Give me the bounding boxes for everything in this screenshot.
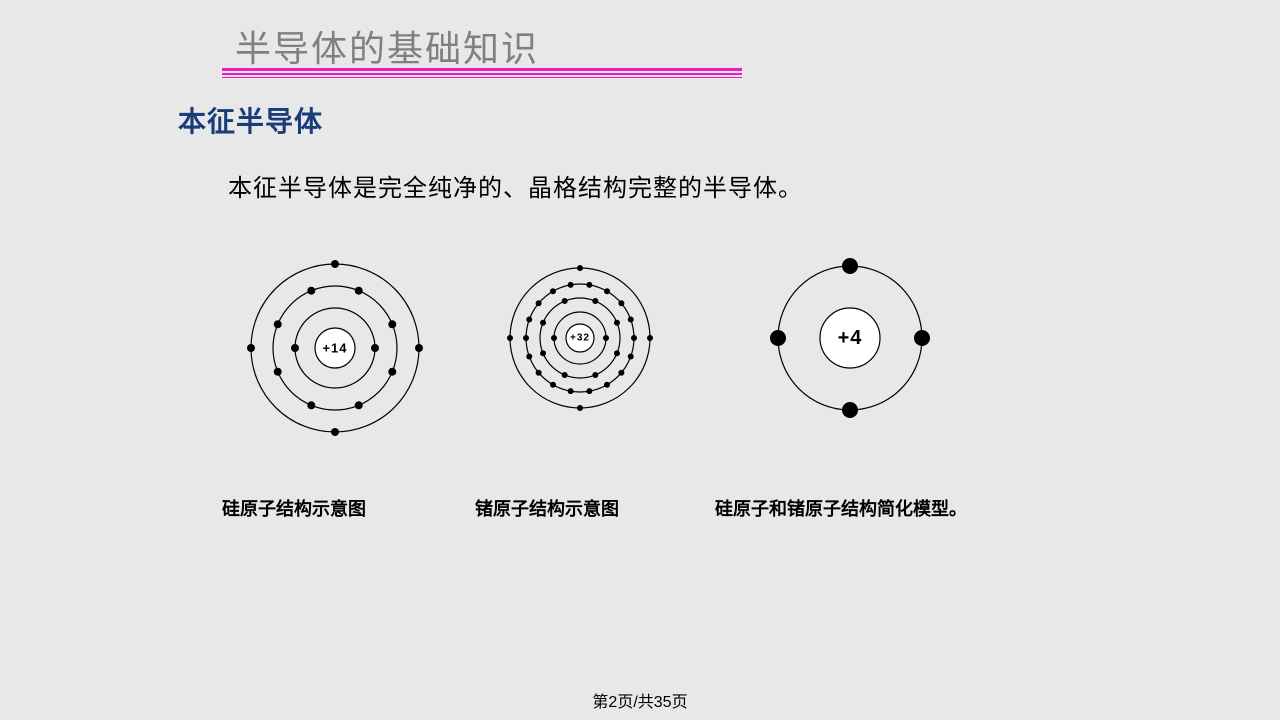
title-area: 半导体的基础知识 [235, 20, 539, 72]
caption-silicon: 硅原子结构示意图 [222, 495, 366, 521]
subtitle: 本征半导体 [178, 100, 323, 140]
page-footer: 第2页/共35页 [592, 688, 687, 712]
caption-germanium: 锗原子结构示意图 [475, 495, 619, 521]
svg-text:+32: +32 [570, 333, 590, 344]
atom-simplified: +4 [760, 248, 940, 428]
svg-text:+14: +14 [322, 341, 347, 356]
page-title: 半导体的基础知识 [235, 20, 539, 72]
atom-germanium: +32 [490, 248, 670, 428]
caption-simplified: 硅原子和锗原子结构简化模型。 [715, 495, 967, 521]
description-text: 本征半导体是完全纯净的、晶格结构完整的半导体。 [228, 168, 803, 203]
svg-text:+4: +4 [838, 327, 863, 349]
atom-silicon: +14 [235, 248, 435, 448]
title-underline [222, 68, 742, 78]
